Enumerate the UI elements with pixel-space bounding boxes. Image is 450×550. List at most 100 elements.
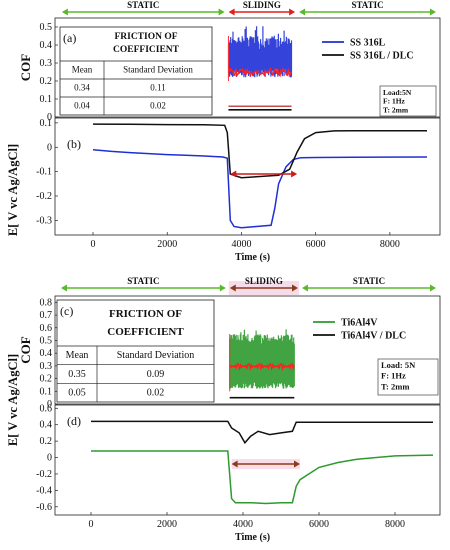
ocp-ytick-label: 0.1: [40, 118, 53, 129]
table-cell-mean: 0.04: [74, 101, 90, 111]
ocp-line-ss-316l-dlc: [92, 123, 427, 179]
cof-panel: 0.5 0.4 0.3 0.2 0.1 0 COF (a) FRICTION OF COEFFIC…: [18, 17, 441, 123]
table-header-mean: Mean: [66, 350, 89, 361]
table-frame: [59, 26, 213, 116]
phase-arrow-2-head-right: [289, 8, 296, 16]
phase-arrow-2-head-left: [228, 8, 235, 16]
ocp-ytick-label: 0: [47, 453, 52, 464]
ocp-xtick-label: 4000: [231, 239, 251, 250]
phase-arrow-2-head-left: [229, 284, 236, 292]
table-cell-std: 0.02: [147, 387, 165, 398]
ocp-ytick-label: -0.2: [36, 191, 52, 202]
legend-label: Ti6Al4V / DLC: [341, 331, 406, 342]
phase-label-3: STATIC: [353, 276, 385, 286]
cof-ytick-label: 0.1: [40, 386, 53, 397]
cof-ytick-label: 0.4: [40, 40, 53, 51]
friction-table: (c) FRICTION OF COEFFICIENT Mean Standard De…: [56, 299, 215, 403]
param-text: T: 2mm: [383, 105, 409, 114]
sliding-arrow-head-right: [291, 170, 298, 178]
ocp-ylabel: E[ V vc Ag/AgCl]: [6, 144, 20, 236]
cof-ytick-label: 0.3: [40, 361, 53, 372]
cof-ytick-label: 0.7: [40, 310, 53, 321]
table-header-std: Standard Deviation: [123, 65, 193, 75]
sliding-arrow-head-left: [231, 460, 238, 468]
ocp-xtick-label: 8000: [385, 519, 405, 530]
legend-label: SS 316L / DLC: [350, 51, 414, 62]
table-frame: [56, 299, 215, 403]
cof-ytick-label: 0.2: [40, 76, 53, 87]
ocp-panel: 0.1 0 -0.1 -0.2 -0.3 0 2000 4000 6000 8000 Time (s…: [6, 117, 441, 263]
cof-frame: [54, 295, 441, 405]
ocp-ytick-label: 0.6: [40, 403, 53, 414]
legend: Ti6Al4V Ti6Al4V / DLC: [313, 318, 406, 342]
cof-ytick-label: 0: [47, 112, 52, 123]
friction-table: (a) FRICTION OF COEFFICIENT Mean Standard De…: [59, 26, 213, 116]
phase-arrow-3-head-left: [302, 284, 308, 292]
table-title-line2: COEFFICIENT: [107, 326, 184, 338]
param-text: F: 1Hz: [381, 371, 406, 381]
panel-label: (c): [60, 304, 73, 318]
cof-ylabel: COF: [18, 54, 33, 82]
chart-1: STATIC SLIDING STATIC0.50.40.30.20.10COF(a…: [6, 0, 441, 263]
panel-label: (a): [63, 31, 76, 45]
phase-bar: STATIC SLIDING STATIC: [61, 0, 436, 16]
ocp-ytick-label: -0.6: [36, 502, 52, 513]
table-cell-std: 0.09: [147, 369, 165, 380]
params-frame: [379, 85, 437, 117]
panel-label: (b): [67, 137, 81, 151]
cof-ytick-label: 0.8: [40, 297, 53, 308]
phase-arrow-1-head-right: [218, 8, 225, 16]
table-cell-std: 0.11: [150, 83, 165, 93]
phase-bar: STATIC SLIDING STATIC: [61, 276, 436, 295]
legend-label: SS 316L: [350, 38, 386, 49]
ocp-xtick-label: 0: [89, 519, 94, 530]
ocp-ytick-label: -0.4: [36, 485, 52, 496]
legend: SS 316L SS 316L / DLC: [322, 38, 414, 62]
ocp-xtick-label: 2000: [157, 519, 177, 530]
table-title-line2: COEFFICIENT: [113, 45, 180, 55]
chart-2: STATIC SLIDING STATIC0.80.70.60.50.40.30.2…: [6, 276, 441, 543]
cof-mean-line: [229, 362, 295, 372]
phase-label-2: SLIDING: [245, 276, 283, 286]
cof-band-ti6al4v: [229, 329, 295, 389]
cof-ytick-label: 0.4: [40, 348, 53, 359]
phase-arrow-1-head-left: [61, 8, 68, 16]
cof-ytick-label: 0.5: [40, 22, 53, 33]
ocp-ytick-label: -0.1: [36, 167, 52, 178]
cof-ytick-label: 0: [47, 399, 52, 410]
ocp-xtick-label: 4000: [233, 519, 253, 530]
legend-label: Ti6Al4V: [341, 318, 378, 329]
phase-label-2: SLIDING: [243, 0, 281, 10]
ocp-ytick-label: 0.4: [40, 420, 53, 431]
cof-mean-line: [228, 67, 293, 78]
phase-label-3: STATIC: [351, 0, 383, 10]
ocp-xlabel: Time (s): [235, 252, 270, 263]
cof-ytick-label: 0.1: [40, 94, 53, 105]
ocp-line-ti6al4v: [91, 450, 434, 505]
param-text: T: 2mm: [381, 381, 409, 391]
cof-ytick-label: 0.3: [40, 58, 53, 69]
param-text: Load:5N: [383, 88, 412, 97]
ocp-line-ss-316l: [92, 148, 428, 229]
cof-panel: 0.8 0.7 0.60.5 0.4 0.3 0.20.1 0 COF (c) FRICTION …: [18, 295, 441, 410]
phase-arrow-3-head-right: [430, 284, 436, 292]
param-text: F: 1Hz: [383, 97, 406, 106]
ocp-xtick-label: 2000: [157, 239, 177, 250]
table-title-line1: FRICTION OF: [109, 308, 182, 320]
phase-label-1: STATIC: [127, 0, 159, 10]
ocp-xtick-label: 8000: [380, 239, 400, 250]
param-text: Load: 5N: [381, 360, 416, 370]
ocp-ytick-label: 0: [47, 142, 52, 153]
params-frame: [377, 358, 439, 396]
table-header-std: Standard Deviation: [117, 350, 194, 361]
ocp-line-ti6al4v-dlc: [91, 420, 433, 445]
sliding-arrow-head-left: [230, 170, 237, 178]
phase-arrow-1-head-right: [219, 284, 226, 292]
phase-arrow-3-head-left: [299, 8, 306, 16]
table-cell-std: 0.02: [150, 101, 166, 111]
ocp-frame: [54, 117, 441, 236]
phase-arrow-2-head-right: [292, 284, 298, 292]
